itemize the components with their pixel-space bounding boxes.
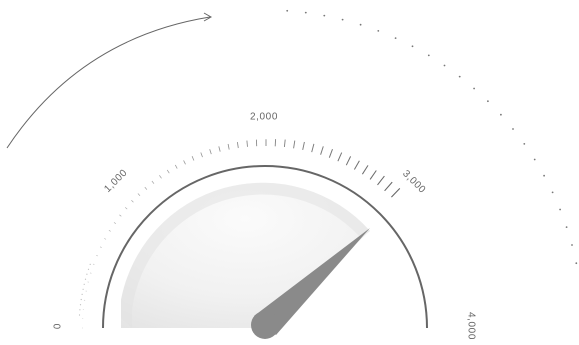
tick-mark [391,188,401,198]
tick-mark [144,186,148,190]
tick-mark [166,169,170,174]
tick-mark [131,200,134,203]
outer-dot [79,304,82,306]
tick-label-1000: 1,000 [102,167,130,195]
outer-dot [81,293,83,295]
tick-mark [246,140,248,147]
outer-dot [80,298,82,301]
tick-label-2000: 2,000 [250,112,278,123]
tick-mark [209,149,212,155]
tick-mark [384,181,393,192]
outer-dotted-arc [78,9,578,316]
tick-mark [92,263,95,265]
outer-dot [394,37,397,39]
tick-mark [302,141,305,151]
outer-dot [377,30,380,32]
tick-mark [159,175,162,179]
outer-dot [359,23,362,26]
tick-mark [377,175,385,186]
tick-mark [119,214,122,217]
tick-mark [183,160,186,165]
outer-dot [83,283,85,285]
dial-rim [121,182,370,328]
tick-mark [236,142,239,149]
outer-dot [79,309,81,311]
tick-mark [108,230,111,232]
tick-label-3000: 3,000 [400,168,428,196]
outer-dot [427,54,430,57]
outer-dot [571,244,573,246]
tick-mark [293,140,296,149]
tick-mark [320,146,324,155]
outer-dot [78,314,81,316]
outer-dot [443,64,446,67]
needle-icon [251,228,370,339]
tick-mark [113,222,116,224]
tick-mark [104,238,107,240]
outer-dot [82,288,84,290]
tick-mark [191,156,195,161]
outer-dot [323,14,326,17]
outer-dot [512,128,514,130]
outer-dot [551,191,554,194]
tick-mark [174,164,178,169]
outer-dot [84,278,87,280]
tick-marks [82,139,401,329]
outer-dot [89,263,91,265]
outer-dot [341,18,344,21]
tick-mark [227,143,230,150]
tick-label-4000: 4,000 [465,312,476,340]
outer-dot [473,87,475,90]
outer-dot [458,75,461,78]
outer-dot [286,9,289,12]
tick-mark [369,170,377,180]
tick-mark [124,207,128,210]
outer-dot [304,11,307,14]
tick-mark [151,180,155,184]
outer-dot [523,143,526,145]
curved-arrow-icon [6,12,213,149]
outer-dot [500,113,502,116]
outer-dot [411,45,414,48]
tick-mark [361,165,369,175]
tick-mark [283,139,286,148]
tick-mark [99,246,102,248]
outer-dot [86,273,88,275]
tick-mark [328,149,333,158]
tick-mark [353,160,360,170]
gauge-arc [102,165,428,329]
tick-mark [96,255,98,257]
outer-dot [543,174,545,177]
outer-dot [487,100,489,103]
tick-mark [345,156,352,166]
tick-mark [311,143,315,153]
outer-dot [565,226,568,229]
tick-label-0: 0 [53,323,64,329]
outer-dot [575,262,578,265]
outer-dot [533,158,536,161]
outer-dot [87,268,90,270]
tick-mark [200,152,203,158]
tick-mark [218,146,221,152]
tick-mark [337,152,343,162]
outer-dot [559,208,561,211]
tick-mark [137,193,141,196]
